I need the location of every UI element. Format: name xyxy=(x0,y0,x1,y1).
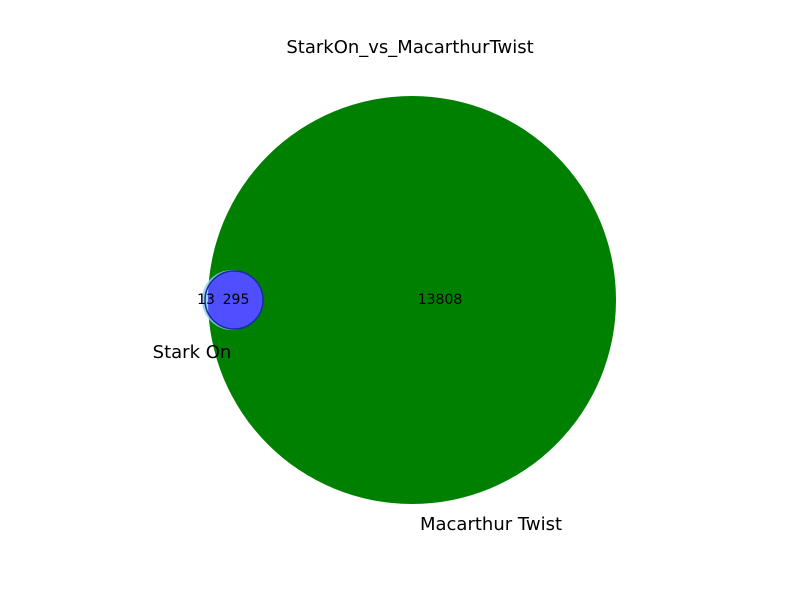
region-b-only-count: 13808 xyxy=(418,292,463,308)
set-b-label: Macarthur Twist xyxy=(420,514,562,535)
region-a-only-count: 13 xyxy=(197,292,215,308)
intersection-outline xyxy=(204,270,264,330)
region-intersection-count: 295 xyxy=(223,292,250,308)
intersection-region xyxy=(208,271,263,329)
set-b-circle xyxy=(208,96,616,504)
chart-title: StarkOn_vs_MacarthurTwist xyxy=(286,37,533,58)
set-a-label: Stark On xyxy=(153,342,232,363)
